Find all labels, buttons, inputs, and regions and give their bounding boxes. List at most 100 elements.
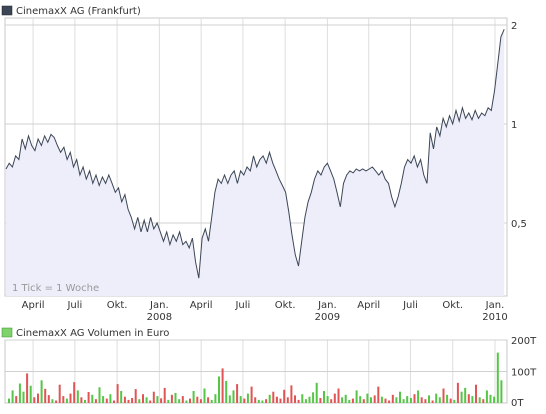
volume-bar bbox=[80, 397, 83, 403]
volume-bar bbox=[290, 385, 293, 403]
volume-bar bbox=[73, 382, 76, 403]
volume-bar bbox=[199, 399, 202, 403]
volume-bar bbox=[15, 396, 18, 403]
volume-bar bbox=[489, 394, 492, 403]
volume-bar bbox=[196, 396, 199, 403]
volume-bar bbox=[431, 400, 434, 403]
volume-bar bbox=[315, 382, 318, 403]
volume-bar bbox=[268, 394, 271, 403]
volume-bars bbox=[8, 352, 503, 404]
volume-bar bbox=[257, 399, 260, 403]
volume-bar bbox=[228, 395, 231, 403]
volume-bar bbox=[152, 391, 155, 403]
volume-bar bbox=[185, 400, 188, 403]
volume-bar bbox=[471, 396, 474, 403]
volume-bar bbox=[330, 399, 333, 403]
volume-bar bbox=[29, 385, 32, 403]
volume-bar bbox=[424, 399, 427, 403]
volume-bar bbox=[156, 396, 159, 403]
x-tick-label: April bbox=[357, 300, 380, 311]
volume-bar bbox=[500, 380, 503, 403]
volume-bar bbox=[47, 395, 50, 403]
volume-bar bbox=[467, 394, 470, 403]
x-tick-year: 2008 bbox=[147, 312, 172, 323]
x-tick-label: Okt. bbox=[442, 300, 463, 311]
volume-bar bbox=[413, 394, 416, 403]
volume-bar bbox=[438, 397, 441, 403]
volume-bar bbox=[319, 398, 322, 403]
volume-bar bbox=[359, 396, 362, 403]
volume-bar bbox=[210, 399, 213, 403]
volume-bar bbox=[261, 400, 264, 403]
volume-bar bbox=[98, 387, 101, 404]
volume-bar bbox=[22, 391, 25, 403]
price-y-axis: 0,5 1 2 bbox=[511, 21, 527, 230]
volume-bar bbox=[65, 398, 68, 403]
volume-bar bbox=[109, 394, 112, 403]
volume-y-tick-label: 0T bbox=[511, 398, 524, 409]
tick-interval-note: 1 Tick = 1 Woche bbox=[12, 283, 99, 294]
volume-bar bbox=[442, 388, 445, 403]
volume-bar bbox=[8, 398, 10, 403]
volume-bar bbox=[138, 399, 141, 403]
volume-bar bbox=[123, 396, 126, 403]
volume-bar bbox=[105, 398, 108, 403]
volume-bar bbox=[446, 394, 449, 403]
volume-bar bbox=[435, 393, 438, 403]
volume-bar bbox=[221, 368, 224, 403]
volume-bar bbox=[58, 384, 61, 403]
volume-bar bbox=[283, 389, 286, 403]
price-y-tick-label: 1 bbox=[511, 120, 517, 131]
volume-y-axis: 0T 100T 200T bbox=[511, 336, 537, 409]
volume-bar bbox=[116, 384, 119, 403]
volume-bar bbox=[207, 397, 210, 403]
volume-bar bbox=[113, 400, 115, 403]
volume-bar bbox=[18, 383, 21, 403]
volume-bar bbox=[236, 384, 239, 403]
volume-bar bbox=[69, 393, 72, 403]
volume-bar bbox=[246, 393, 249, 403]
volume-bar bbox=[312, 392, 315, 403]
volume-bar bbox=[395, 397, 398, 403]
volume-bar bbox=[192, 391, 195, 403]
volume-bar bbox=[160, 398, 163, 403]
x-tick-label: April bbox=[190, 300, 213, 311]
volume-bar bbox=[460, 391, 463, 403]
volume-bar bbox=[40, 380, 43, 403]
volume-bar bbox=[417, 390, 420, 403]
volume-bar bbox=[348, 399, 351, 403]
volume-bar bbox=[301, 394, 304, 403]
price-line bbox=[5, 29, 505, 279]
volume-bar bbox=[286, 397, 289, 403]
volume-bar bbox=[464, 387, 467, 403]
volume-bar bbox=[91, 394, 94, 403]
volume-bar bbox=[51, 399, 54, 403]
volume-bar bbox=[384, 398, 387, 403]
volume-bar bbox=[362, 399, 365, 403]
volume-bar bbox=[225, 380, 228, 403]
volume-chart-title: CinemaxX AG Volumen in Euro bbox=[16, 328, 169, 339]
volume-bar bbox=[485, 390, 488, 403]
volume-bar bbox=[399, 391, 401, 403]
x-tick-label: Juli bbox=[234, 300, 250, 311]
volume-bar bbox=[131, 398, 134, 403]
volume-bar bbox=[11, 390, 14, 403]
volume-bar bbox=[275, 396, 278, 403]
volume-bar bbox=[44, 388, 47, 403]
volume-bar bbox=[475, 384, 477, 403]
x-tick-year: 2009 bbox=[315, 312, 340, 323]
volume-bar bbox=[76, 390, 79, 403]
volume-bar bbox=[351, 398, 354, 403]
volume-bar bbox=[145, 397, 148, 403]
volume-bar bbox=[406, 396, 409, 403]
volume-legend-swatch bbox=[1, 327, 13, 338]
volume-bar bbox=[178, 399, 181, 403]
volume-bar bbox=[456, 382, 459, 403]
x-tick-label: Jan. bbox=[485, 300, 505, 311]
x-tick-label: Jan. bbox=[149, 300, 169, 311]
volume-y-tick-label: 200T bbox=[511, 336, 537, 347]
volume-gridlines bbox=[5, 339, 507, 403]
volume-bar bbox=[420, 397, 423, 403]
volume-bar bbox=[279, 398, 282, 403]
